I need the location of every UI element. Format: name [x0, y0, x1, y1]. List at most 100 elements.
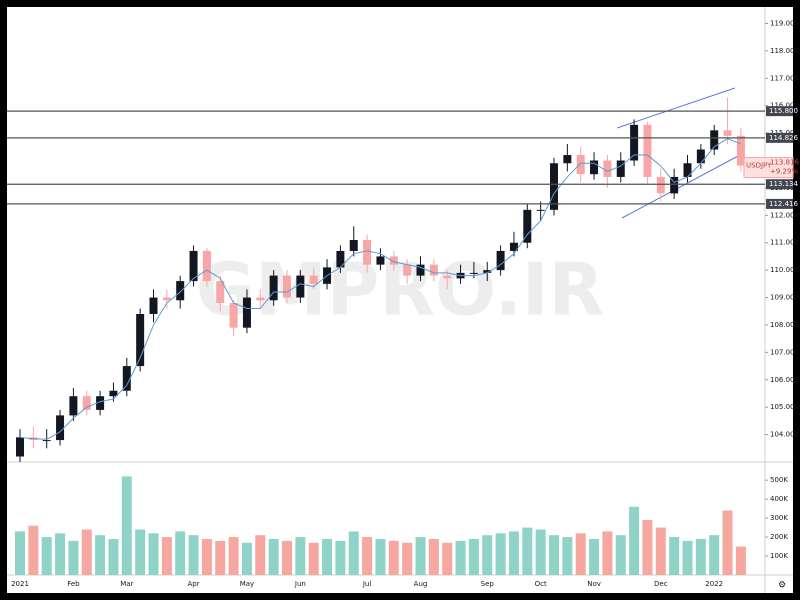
- volume-bar: [68, 540, 79, 575]
- volume-bar: [468, 538, 479, 575]
- candle-body: [229, 303, 238, 328]
- candle-body: [603, 160, 612, 177]
- candle-body: [576, 155, 585, 175]
- candle-body: [82, 396, 91, 410]
- volume-bar: [175, 531, 186, 575]
- volume-tick-label: 100K: [770, 552, 788, 560]
- y-tick-label: 106.000: [770, 376, 799, 384]
- volume-bar: [241, 542, 252, 575]
- candle-body: [696, 149, 705, 164]
- y-tick-label: 110.000: [770, 266, 799, 274]
- volume-bar: [15, 531, 25, 575]
- channel-lower: [621, 154, 741, 219]
- x-tick-label: Jul: [362, 580, 372, 588]
- volume-bar: [201, 538, 212, 575]
- volume-bar: [362, 537, 373, 575]
- volume-bar: [268, 538, 279, 575]
- volume-bar: [161, 537, 172, 575]
- volume-bar: [482, 535, 493, 575]
- candle-body: [643, 124, 652, 177]
- candle-body: [376, 256, 385, 265]
- candle-body: [283, 275, 291, 298]
- candle-body: [336, 250, 345, 268]
- y-tick-label: 116.000: [770, 102, 799, 110]
- x-tick-label: Sep: [481, 580, 495, 588]
- volume-bar: [415, 537, 426, 575]
- moving-average: [19, 138, 742, 440]
- volume-bar: [335, 540, 346, 575]
- x-tick-label: Feb: [67, 580, 80, 588]
- volume-bar: [148, 533, 159, 575]
- volume-bar: [402, 542, 413, 575]
- level-label: 113.134: [769, 180, 798, 188]
- candle-body: [16, 437, 24, 457]
- candle-body: [429, 264, 438, 276]
- volume-bar: [695, 538, 706, 575]
- candle-body: [656, 176, 665, 194]
- volume-bar: [629, 506, 640, 575]
- y-tick-label: 108.000: [770, 321, 799, 329]
- settings-icon[interactable]: ⚙: [778, 581, 786, 591]
- candle-body: [670, 176, 679, 194]
- candle-body: [56, 415, 65, 441]
- volume-bar: [81, 529, 92, 575]
- volume-bar: [295, 537, 306, 575]
- candle-body: [710, 130, 719, 150]
- y-tick-label: 107.000: [770, 348, 799, 356]
- volume-bar: [282, 540, 292, 575]
- volume-bar: [455, 540, 466, 575]
- candle-body: [363, 239, 372, 265]
- x-tick-label: 2021: [11, 580, 29, 588]
- x-tick-label: 2022: [705, 580, 723, 588]
- candle-body: [296, 275, 305, 298]
- candle-body: [509, 242, 518, 251]
- candle-body: [109, 390, 118, 397]
- y-tick-label: 109.000: [770, 294, 799, 302]
- volume-bar: [135, 529, 146, 575]
- y-tick-label: 105.000: [770, 403, 799, 411]
- volume-bar: [682, 540, 693, 575]
- volume-tick-label: 400K: [770, 495, 788, 503]
- candle-body: [723, 130, 732, 136]
- candle-body: [416, 264, 425, 276]
- volume-bar: [655, 527, 666, 575]
- level-label-box: [766, 198, 793, 209]
- last-change: +9.29%: [770, 168, 798, 176]
- candle-body: [242, 297, 251, 328]
- volume-bar: [215, 540, 226, 575]
- candle-body: [616, 160, 625, 177]
- x-tick-label: Aug: [414, 580, 428, 588]
- y-tick-label: 119.000: [770, 19, 799, 27]
- volume-bar: [41, 537, 52, 575]
- volume-bar: [669, 537, 680, 575]
- volume-bar: [589, 538, 600, 575]
- volume-tick-label: 500K: [770, 476, 788, 484]
- channel-upper: [616, 87, 736, 129]
- x-tick-label: Oct: [535, 580, 547, 588]
- candle-body: [630, 124, 639, 161]
- candle-body: [563, 155, 572, 164]
- candle-body: [683, 163, 692, 177]
- volume-bar: [735, 546, 746, 575]
- candle-body: [443, 275, 452, 279]
- candle-body: [469, 272, 478, 274]
- volume-bar: [615, 535, 626, 575]
- volume-bar: [602, 531, 613, 575]
- volume-bar: [535, 529, 546, 575]
- y-tick-label: 111.000: [770, 239, 799, 247]
- x-tick-label: Nov: [587, 580, 601, 588]
- candle-body: [736, 135, 745, 166]
- candle-body: [590, 160, 599, 175]
- candle-body: [69, 396, 78, 416]
- volume-bar: [308, 542, 319, 575]
- volume-bar: [348, 531, 359, 575]
- candle-body: [176, 281, 185, 301]
- y-tick-label: 118.000: [770, 47, 799, 55]
- level-label: 112.416: [769, 200, 798, 208]
- watermark: GMPRO.IR: [196, 248, 604, 332]
- volume-bar: [508, 531, 519, 575]
- volume-tick-label: 200K: [770, 533, 788, 541]
- candle-body: [389, 256, 398, 265]
- candle-body: [550, 163, 558, 210]
- x-tick-label: Mar: [120, 580, 133, 588]
